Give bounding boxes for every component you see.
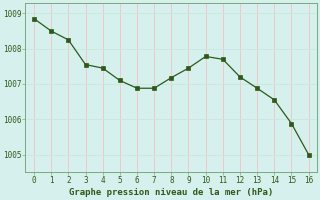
X-axis label: Graphe pression niveau de la mer (hPa): Graphe pression niveau de la mer (hPa) [69, 188, 274, 197]
